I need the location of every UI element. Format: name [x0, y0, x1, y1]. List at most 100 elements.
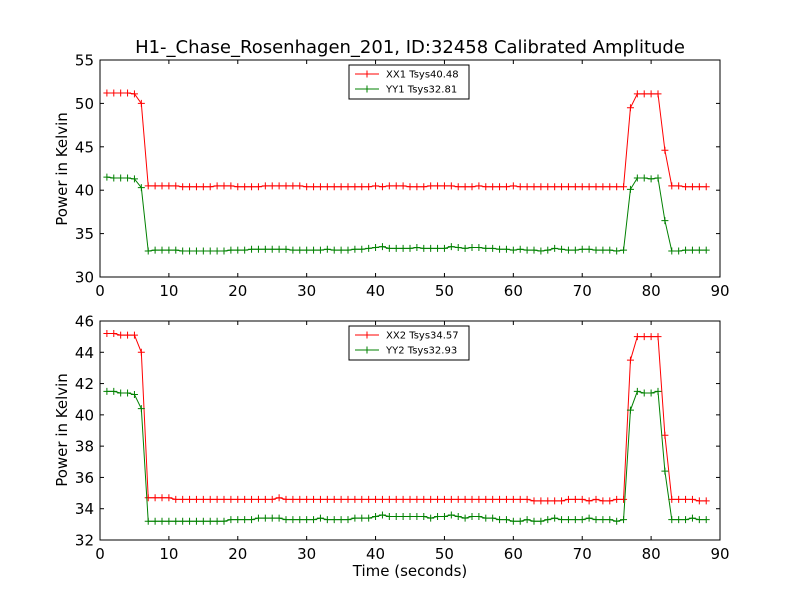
data-point — [516, 183, 524, 191]
data-point — [489, 495, 497, 503]
data-point — [606, 516, 614, 524]
data-point — [592, 246, 600, 254]
data-point — [186, 495, 194, 503]
x-tick-label: 80 — [642, 282, 661, 300]
y-tick-label: 40 — [75, 406, 94, 424]
data-point — [323, 183, 331, 191]
data-point — [186, 517, 194, 525]
data-point — [365, 495, 373, 503]
data-point — [220, 517, 228, 525]
data-point — [544, 497, 552, 505]
data-point — [310, 183, 318, 191]
data-point — [482, 183, 490, 191]
bottom-legend: XX2 Tsys34.57 YY2 Tsys32.93 — [348, 325, 470, 361]
data-point — [496, 245, 504, 253]
data-point — [502, 245, 510, 253]
data-point — [248, 495, 256, 503]
data-point — [440, 244, 448, 252]
data-point — [454, 183, 462, 191]
data-point — [296, 516, 304, 524]
data-point — [330, 183, 338, 191]
data-point — [303, 495, 311, 503]
data-point — [413, 183, 421, 191]
data-point — [654, 174, 662, 182]
data-point — [179, 183, 187, 191]
data-point — [199, 247, 207, 255]
data-point — [282, 182, 290, 190]
data-point — [261, 245, 269, 253]
data-point — [117, 174, 125, 182]
data-point — [316, 495, 324, 503]
data-point — [392, 244, 400, 252]
data-point — [613, 247, 621, 255]
data-point — [372, 495, 380, 503]
data-point — [151, 182, 159, 190]
x-axis-label: Time (seconds) — [352, 562, 468, 580]
data-point — [675, 495, 683, 503]
data-point — [172, 517, 180, 525]
legend-entry: XX2 Tsys34.57 — [386, 331, 459, 342]
data-point — [144, 517, 152, 525]
data-point — [620, 516, 628, 524]
data-point — [516, 495, 524, 503]
data-point — [206, 495, 214, 503]
data-point — [213, 517, 221, 525]
data-point — [385, 495, 393, 503]
bottom-series-markers-1 — [103, 330, 710, 505]
data-point — [296, 182, 304, 190]
top-series-markers-2 — [103, 173, 710, 255]
data-point — [626, 185, 634, 193]
data-point — [310, 495, 318, 503]
data-point — [702, 497, 710, 505]
data-point — [337, 516, 345, 524]
data-point — [509, 517, 517, 525]
data-point — [351, 183, 359, 191]
data-point — [372, 243, 380, 251]
data-point — [248, 245, 256, 253]
data-point — [427, 495, 435, 503]
data-point — [192, 247, 200, 255]
data-point — [117, 389, 125, 397]
data-point — [268, 245, 276, 253]
data-point — [358, 495, 366, 503]
x-tick-label: 90 — [710, 545, 729, 563]
data-point — [261, 495, 269, 503]
data-point — [282, 495, 290, 503]
data-point — [585, 245, 593, 253]
data-point — [578, 245, 586, 253]
y-tick-label: 34 — [75, 500, 94, 518]
data-point — [241, 516, 249, 524]
data-point — [537, 497, 545, 505]
data-point — [172, 182, 180, 190]
data-point — [227, 246, 235, 254]
data-point — [130, 391, 138, 399]
y-tick-label: 38 — [75, 438, 94, 456]
data-point — [158, 246, 166, 254]
data-point — [440, 182, 448, 190]
data-point — [365, 514, 373, 522]
data-point — [413, 513, 421, 521]
data-point — [509, 182, 517, 190]
data-point — [296, 495, 304, 503]
data-point — [344, 183, 352, 191]
data-point — [516, 517, 524, 525]
data-point — [130, 90, 138, 98]
data-point — [378, 183, 386, 191]
data-point — [206, 517, 214, 525]
data-point — [310, 516, 318, 524]
data-point — [254, 495, 262, 503]
data-point — [378, 511, 386, 519]
data-point — [461, 514, 469, 522]
data-point — [496, 495, 504, 503]
data-point — [199, 183, 207, 191]
legend-swatch-marker — [363, 331, 371, 339]
data-point — [447, 182, 455, 190]
data-point — [475, 243, 483, 251]
data-point — [351, 245, 359, 253]
data-point — [482, 514, 490, 522]
data-point — [461, 495, 469, 503]
data-point — [606, 246, 614, 254]
data-point — [688, 514, 696, 522]
data-point — [661, 431, 669, 439]
